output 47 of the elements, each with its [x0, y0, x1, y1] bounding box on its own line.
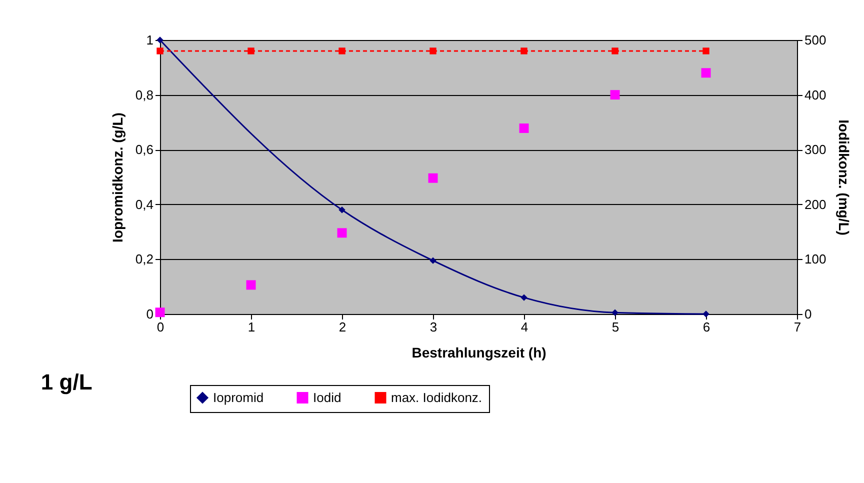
- x-tick-label: 4: [520, 320, 528, 334]
- point: [246, 280, 256, 290]
- text: 1 g/L: [40, 370, 92, 394]
- y-tick-label: 0,6: [135, 142, 154, 158]
- x-tick-label: 2: [338, 320, 346, 334]
- point: [155, 308, 165, 318]
- point: [428, 173, 438, 183]
- y-tick-label: 0,4: [135, 196, 154, 212]
- y-tick-label: 1: [146, 32, 154, 48]
- point: [612, 309, 618, 316]
- legend-label: max. Iodidkonz.: [391, 390, 482, 405]
- y2-tick-label: 0: [804, 306, 812, 322]
- x-tick-label: 1: [248, 320, 256, 334]
- y-tick-label: 0,8: [135, 87, 154, 102]
- point: [520, 48, 528, 54]
- point: [610, 90, 620, 100]
- legend-label: Iopromid: [213, 390, 264, 405]
- y-tick-label: 0: [146, 306, 154, 322]
- x-tick-label: 7: [794, 320, 802, 334]
- point: [337, 228, 347, 238]
- y-tick-label: 0,2: [135, 252, 154, 267]
- y2-tick-label: 500: [804, 32, 826, 48]
- point: [430, 48, 436, 54]
- y2-tick-label: 100: [804, 252, 826, 267]
- y-axis-title: Iopromidkonz. (g/L): [109, 112, 126, 242]
- point: [702, 48, 710, 54]
- x-tick-label: 3: [430, 320, 438, 334]
- point: [248, 48, 254, 54]
- x-tick-label: 0: [156, 320, 164, 334]
- y2-tick-label: 300: [804, 142, 826, 158]
- point: [519, 123, 529, 133]
- point: [612, 48, 618, 54]
- y2-tick-label: 200: [804, 196, 826, 212]
- point: [702, 310, 710, 318]
- point: [430, 257, 436, 264]
- point: [338, 206, 346, 214]
- point: [701, 68, 711, 78]
- x-axis-title: Bestrahlungszeit (h): [412, 344, 546, 360]
- x-tick-label: 5: [612, 320, 620, 334]
- x-tick-label: 6: [702, 320, 710, 334]
- point: [520, 294, 528, 301]
- y2-axis-title: Iodidkonz. (mg/L): [836, 120, 852, 236]
- y2-tick-label: 400: [804, 87, 826, 102]
- point: [338, 48, 346, 54]
- legend-label: Iodid: [313, 390, 342, 405]
- point: [156, 48, 164, 54]
- point: [156, 36, 164, 44]
